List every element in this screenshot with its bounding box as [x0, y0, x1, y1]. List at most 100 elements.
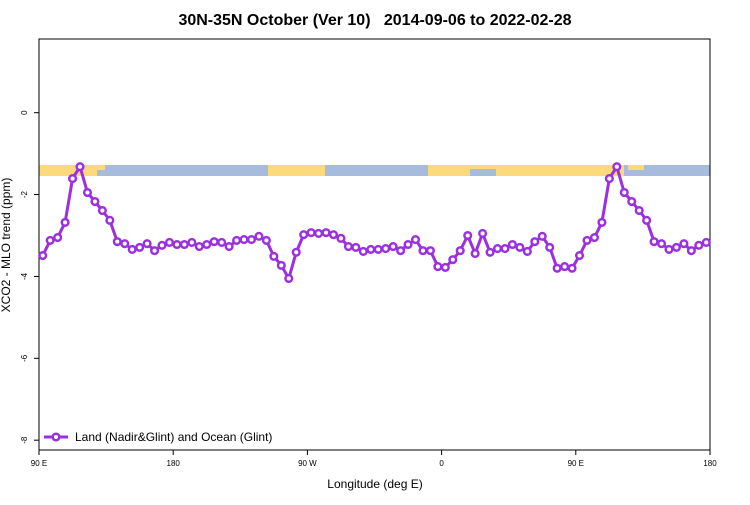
data-point	[112, 237, 122, 247]
data-point	[105, 215, 115, 225]
data-line	[41, 163, 707, 283]
data-point	[679, 239, 689, 249]
data-point	[254, 231, 264, 241]
data-point	[403, 239, 413, 250]
data-point	[38, 251, 48, 261]
data-point	[619, 187, 629, 198]
x-tick-label: 180	[167, 459, 181, 468]
data-point	[530, 237, 540, 247]
y-tick-label: -8	[20, 436, 29, 444]
data-point	[612, 162, 622, 172]
data-point	[388, 241, 398, 252]
y-tick-label: -4	[20, 272, 29, 280]
data-point	[232, 235, 242, 245]
data-point	[410, 235, 421, 245]
chart-title: 30N-35N October (Ver 10) 2014-09-06 to 2…	[178, 12, 571, 29]
data-point	[664, 244, 674, 254]
x-tick-label: 90 E	[31, 459, 47, 468]
data-point	[82, 187, 93, 198]
data-point	[299, 230, 309, 240]
data-point	[209, 237, 219, 247]
data-point	[90, 196, 100, 207]
data-point	[135, 242, 145, 252]
x-tick-label: 0	[439, 459, 444, 468]
data-point	[656, 239, 667, 249]
data-point	[284, 273, 294, 284]
data-point	[45, 235, 55, 245]
data-point	[321, 228, 331, 238]
data-point	[560, 262, 570, 272]
data-point	[68, 174, 78, 184]
data-point	[627, 196, 637, 207]
y-axis-label: XCO2 - MLO trend (ppm)	[0, 178, 13, 313]
data-point	[53, 232, 63, 243]
x-axis-label: Longitude (deg E)	[327, 477, 422, 491]
data-point	[336, 233, 346, 243]
x-tick-label: 90 E	[568, 459, 584, 468]
data-point	[694, 240, 704, 250]
y-tick-label: -2	[20, 190, 29, 198]
data-point	[604, 174, 614, 184]
data-point	[75, 162, 85, 172]
data-point	[582, 235, 592, 245]
data-point	[351, 242, 361, 252]
y-tick-label: -6	[20, 354, 29, 362]
legend-marker	[51, 432, 61, 442]
data-point	[552, 263, 562, 273]
data-point	[142, 239, 152, 249]
data-point	[448, 255, 458, 265]
data-point	[522, 246, 532, 257]
data-point	[120, 239, 130, 249]
data-point	[217, 237, 227, 248]
data-point	[455, 246, 465, 256]
data-point	[381, 244, 391, 254]
data-point	[463, 230, 473, 241]
data-point	[545, 242, 555, 252]
data-point	[373, 244, 383, 254]
data-point	[179, 239, 189, 250]
data-point	[164, 237, 175, 248]
data-point	[418, 246, 428, 256]
data-point	[150, 246, 160, 256]
data-point	[649, 237, 659, 247]
data-point	[537, 231, 547, 241]
data-point	[261, 235, 271, 245]
data-point	[157, 240, 167, 250]
data-point	[291, 247, 301, 257]
data-point	[366, 244, 376, 254]
data-point	[172, 239, 182, 250]
data-point	[686, 246, 696, 256]
data-point	[194, 241, 204, 252]
data-point	[634, 205, 644, 216]
data-point	[671, 242, 682, 252]
data-point	[239, 235, 249, 245]
data-point	[515, 242, 525, 252]
data-point	[343, 241, 353, 252]
x-tick-label: 90 W	[298, 459, 317, 468]
data-point	[597, 217, 607, 227]
data-point	[314, 228, 324, 238]
data-point	[425, 246, 435, 256]
y-tick-label: 0	[20, 110, 29, 115]
legend-label: Land (Nadir&Glint) and Ocean (Glint)	[75, 430, 272, 444]
data-point	[202, 239, 212, 250]
data-point	[589, 232, 599, 243]
data-point	[276, 260, 286, 270]
data-point	[574, 251, 585, 261]
data-point	[500, 244, 510, 254]
data-point	[478, 228, 488, 238]
data-point	[97, 205, 107, 216]
data-point	[701, 237, 711, 248]
data-point	[246, 235, 257, 245]
data-point	[60, 217, 70, 227]
data-point	[642, 215, 652, 225]
data-point	[470, 248, 480, 259]
data-point	[328, 230, 339, 240]
data-point	[306, 228, 316, 238]
surface-strip	[39, 165, 710, 176]
data-point	[269, 251, 279, 261]
data-point	[358, 246, 368, 257]
data-point	[396, 246, 406, 256]
data-point	[492, 244, 503, 254]
